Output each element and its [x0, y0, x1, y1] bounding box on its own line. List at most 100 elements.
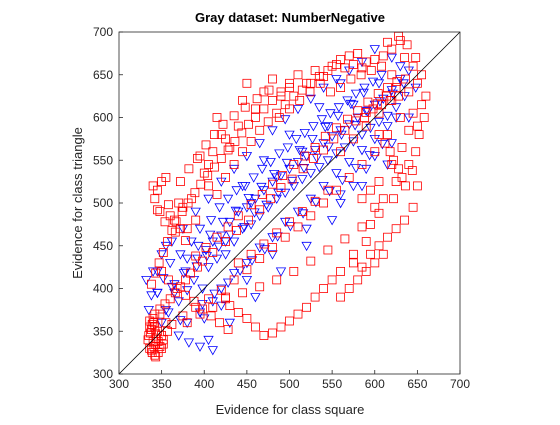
square-point: [366, 185, 375, 195]
square-point: [353, 106, 363, 116]
square-point: [378, 249, 388, 259]
triangle-point: [314, 163, 325, 173]
square-point: [198, 256, 207, 266]
square-point: [391, 224, 401, 234]
triangle-point: [322, 122, 334, 132]
x-tick-label: 600: [365, 377, 385, 391]
square-point: [361, 108, 371, 117]
triangle-point: [267, 126, 278, 136]
triangle-point: [183, 338, 195, 348]
square-point: [229, 275, 239, 285]
square-point: [215, 318, 225, 328]
triangle-point: [258, 156, 270, 166]
square-point: [412, 78, 422, 88]
square-point: [366, 66, 376, 75]
square-point: [421, 91, 431, 101]
square-point: [336, 83, 346, 92]
triangle-point: [297, 175, 308, 185]
square-point: [186, 268, 196, 278]
square-point: [411, 147, 421, 157]
y-axis-label: Evidence for class triangle: [70, 127, 85, 279]
square-point: [374, 177, 384, 187]
triangle-point: [166, 282, 178, 293]
square-point: [182, 318, 192, 328]
triangle-point: [197, 284, 208, 294]
square-point: [221, 134, 231, 144]
square-point: [246, 136, 256, 146]
square-point: [223, 325, 233, 334]
square-point: [400, 181, 410, 191]
square-point: [163, 237, 173, 246]
square-point: [221, 294, 231, 304]
square-point: [278, 171, 288, 181]
square-point: [417, 100, 427, 110]
square-point: [391, 83, 401, 92]
triangle-point: [243, 193, 254, 204]
identity-line: [118, 31, 461, 375]
square-point: [293, 309, 303, 319]
square-point: [143, 335, 153, 345]
triangle-point: [267, 250, 278, 260]
square-point: [374, 241, 384, 251]
square-point: [383, 83, 392, 92]
square-point: [268, 328, 277, 338]
triangle-point: [305, 194, 316, 205]
square-point: [150, 309, 160, 319]
square-point: [348, 249, 358, 259]
triangle-point: [216, 231, 227, 241]
square-point: [348, 60, 358, 69]
square-point: [407, 166, 417, 175]
square-point: [160, 217, 170, 227]
square-point: [181, 290, 190, 300]
square-point: [184, 164, 194, 174]
triangle-point: [160, 241, 172, 252]
square-point: [340, 125, 350, 135]
square-point: [171, 217, 181, 227]
square-point: [233, 258, 243, 268]
square-point: [192, 262, 202, 272]
square-point: [238, 147, 248, 157]
square-point: [319, 198, 329, 208]
square-point: [327, 275, 337, 285]
y-tick-label: 700: [93, 25, 113, 39]
square-point: [268, 74, 277, 84]
triangle-point: [220, 237, 231, 247]
triangle-point: [281, 158, 293, 169]
triangle-point: [310, 198, 322, 208]
square-point: [310, 142, 320, 152]
square-point: [366, 219, 375, 229]
square-point: [167, 225, 177, 235]
triangle-point: [344, 120, 355, 130]
triangle-point: [273, 188, 284, 199]
square-point: [276, 87, 286, 97]
triangle-point: [158, 274, 169, 284]
square-point: [252, 94, 262, 104]
triangle-point: [254, 211, 265, 222]
square-point: [263, 117, 273, 127]
triangle-point: [224, 318, 235, 329]
square-point: [233, 307, 243, 317]
square-point: [152, 205, 162, 215]
triangle-point: [301, 241, 312, 252]
triangle-point: [332, 111, 344, 122]
square-point: [259, 331, 269, 340]
triangle-point: [254, 139, 265, 149]
triangle-point: [356, 181, 368, 192]
square-point: [411, 53, 421, 62]
triangle-point: [318, 139, 329, 149]
triangle-point: [224, 217, 235, 228]
square-point: [240, 102, 250, 112]
square-point: [189, 296, 199, 306]
square-point: [314, 72, 324, 81]
x-tick-label: 550: [322, 377, 342, 391]
square-point: [374, 208, 384, 218]
square-point: [383, 232, 392, 242]
square-point: [285, 217, 294, 227]
triangle-point: [256, 182, 267, 193]
square-point: [199, 168, 209, 178]
triangle-point: [175, 316, 186, 326]
square-point: [145, 322, 155, 332]
x-tick-label: 700: [450, 377, 470, 391]
triangle-point: [275, 267, 287, 277]
y-tick-label: 600: [93, 111, 113, 125]
